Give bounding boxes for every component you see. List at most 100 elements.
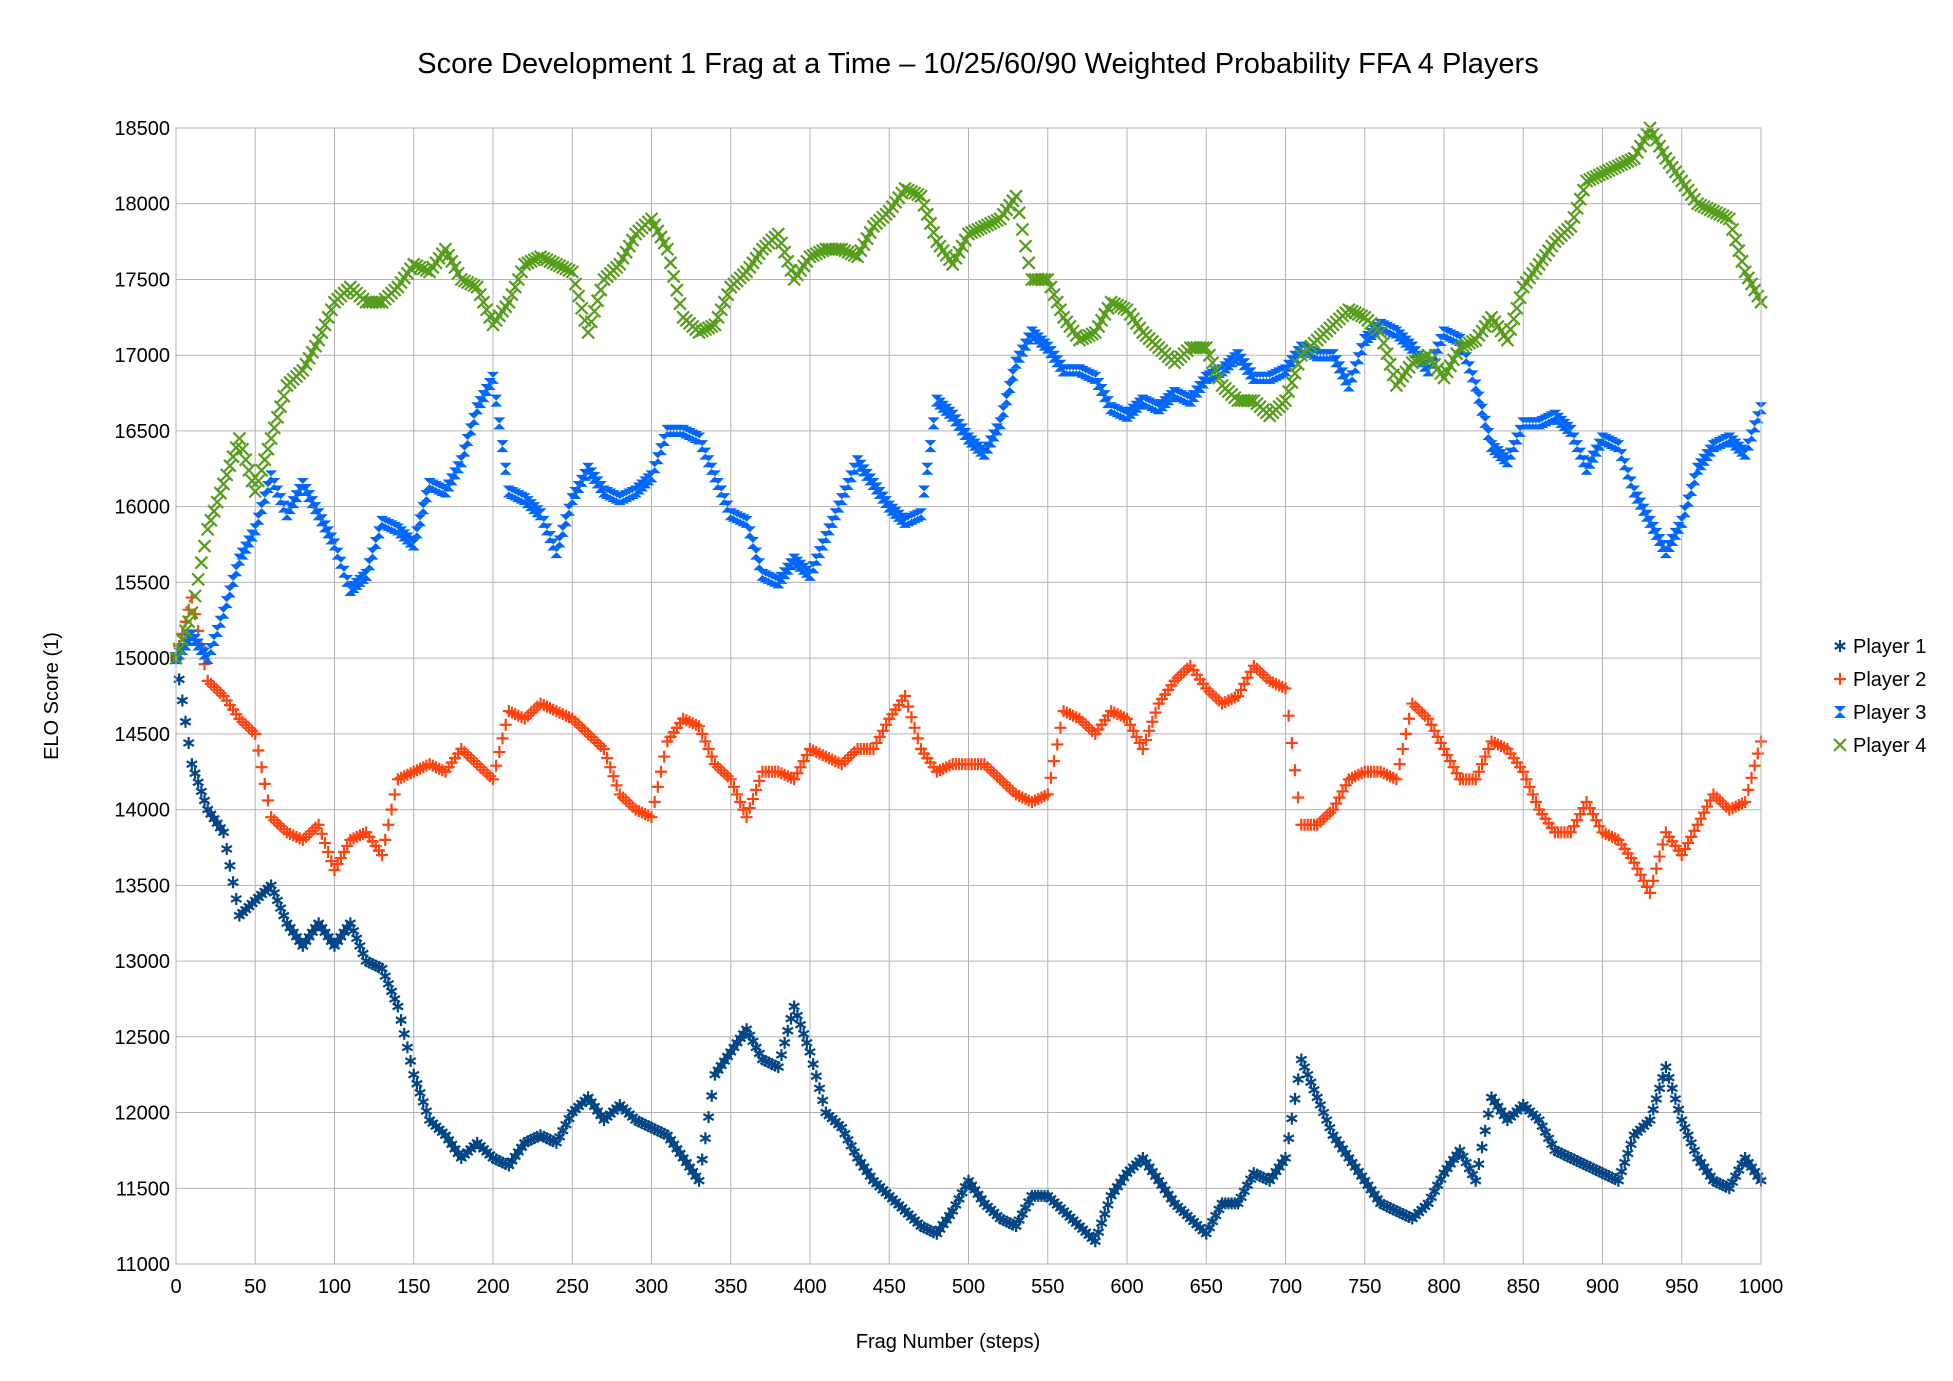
data-point-interp xyxy=(1745,771,1758,784)
data-point-interp xyxy=(467,412,480,425)
data-point xyxy=(1564,826,1577,839)
data-point-interp xyxy=(198,658,211,671)
data-point-interp xyxy=(873,730,886,743)
data-point xyxy=(1675,515,1688,528)
data-point-interp xyxy=(1688,473,1701,486)
data-point-interp xyxy=(1361,331,1374,344)
data-point-interp xyxy=(750,547,763,560)
data-point xyxy=(407,1068,420,1081)
data-point-interp xyxy=(1647,874,1660,887)
data-point-interp xyxy=(182,736,195,749)
legend-marker xyxy=(1834,673,1846,685)
data-point-interp xyxy=(334,556,347,569)
data-point-interp xyxy=(1292,791,1305,804)
data-point-interp xyxy=(1238,677,1251,690)
data-point-interp xyxy=(1281,384,1296,399)
chart-title: Score Development 1 Frag at a Time – 10/… xyxy=(417,48,1538,80)
data-point-interp xyxy=(1286,1112,1298,1125)
data-point-interp xyxy=(1396,743,1409,756)
data-point-interp xyxy=(777,245,792,259)
data-point-interp xyxy=(800,565,813,578)
data-point xyxy=(1675,849,1688,862)
data-point-interp xyxy=(1728,233,1743,247)
data-point-interp xyxy=(1586,808,1599,821)
data-point-interp xyxy=(1208,363,1223,378)
data-point-interp xyxy=(753,558,766,571)
data-point-interp xyxy=(1434,736,1447,749)
data-point-interp xyxy=(252,512,265,525)
data-point-interp xyxy=(521,496,534,509)
data-point xyxy=(1564,219,1578,234)
data-point-interp xyxy=(261,794,274,807)
data-point-interp xyxy=(1393,329,1406,342)
data-point-interp xyxy=(417,1095,430,1108)
data-point-interp xyxy=(214,615,227,628)
y-axis-title: ELO Score (1) xyxy=(41,632,63,760)
y-tick-label: 16000 xyxy=(114,497,170,519)
data-point xyxy=(407,538,420,551)
data-point-interp xyxy=(1621,467,1634,480)
data-point-interp xyxy=(1460,352,1473,365)
data-point-interp xyxy=(651,780,664,793)
data-point-interp xyxy=(696,727,709,740)
data-point-interp xyxy=(369,537,382,550)
data-point-interp xyxy=(1380,346,1394,361)
data-point xyxy=(788,553,801,566)
data-point-interp xyxy=(1292,1073,1304,1086)
data-point-interp xyxy=(176,694,189,707)
data-point xyxy=(1121,712,1133,725)
data-point xyxy=(645,470,658,483)
data-point-interp xyxy=(1021,256,1036,270)
data-point-interp xyxy=(1571,814,1584,827)
data-point-interp xyxy=(1476,403,1489,416)
data-point-interp xyxy=(1095,1217,1108,1230)
data-point-interp xyxy=(1482,427,1495,440)
data-point-interp xyxy=(813,1082,826,1095)
data-point-interp xyxy=(1656,1071,1669,1084)
data-point-interp xyxy=(927,417,940,430)
data-point xyxy=(344,583,357,596)
data-point-interp xyxy=(1510,301,1524,316)
data-point-interp xyxy=(1193,340,1207,355)
data-point-interp xyxy=(277,389,291,403)
data-point-interp xyxy=(702,743,715,756)
data-point-interp xyxy=(1130,400,1143,413)
data-point xyxy=(1390,326,1403,339)
data-point-interp xyxy=(968,438,981,451)
data-point xyxy=(1040,272,1055,287)
data-point-interp xyxy=(933,397,946,410)
data-point-interp xyxy=(227,574,240,587)
data-point xyxy=(502,295,516,309)
data-point-interp xyxy=(404,1055,417,1068)
data-point-interp xyxy=(1235,683,1248,696)
data-point-interp xyxy=(347,580,360,593)
data-point-interp xyxy=(382,818,395,831)
data-point xyxy=(883,500,896,513)
legend-label: Player 1 xyxy=(1853,636,1926,658)
x-tick-label: 650 xyxy=(1190,1276,1223,1298)
data-point-interp xyxy=(1488,443,1501,456)
data-point-interp xyxy=(255,761,268,774)
data-point-interp xyxy=(610,779,623,792)
data-point xyxy=(216,477,231,491)
data-point-interp xyxy=(997,405,1010,418)
data-point xyxy=(312,818,325,831)
data-point-interp xyxy=(1688,824,1701,837)
data-point-interp xyxy=(1053,302,1068,317)
data-point-interp xyxy=(1000,393,1013,406)
data-point-interp xyxy=(464,423,477,436)
data-point xyxy=(217,826,230,839)
data-point-interp xyxy=(467,278,481,293)
data-point-interp xyxy=(1003,381,1016,394)
y-tick-label: 11500 xyxy=(116,1178,170,1200)
data-point-interp xyxy=(493,746,506,759)
data-point-interp xyxy=(1019,338,1032,351)
data-point-interp xyxy=(490,759,503,772)
data-point-interp xyxy=(604,761,617,774)
data-point-interp xyxy=(1498,452,1511,465)
data-point-interp xyxy=(223,585,236,598)
data-point-interp xyxy=(181,615,196,629)
data-point xyxy=(772,1061,785,1074)
series-1 xyxy=(170,652,1767,1248)
data-point-interp xyxy=(198,794,211,807)
